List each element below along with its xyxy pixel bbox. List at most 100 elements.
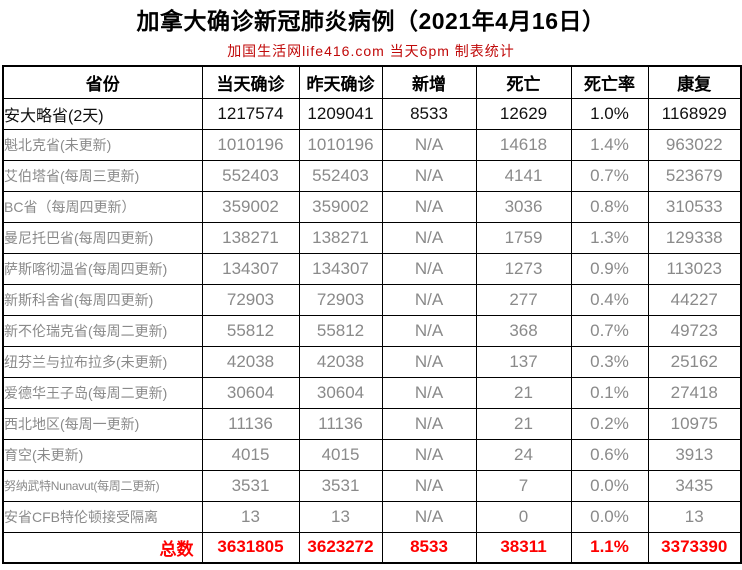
page-subtitle: 加国生活网life416.com 当天6pm 制表统计 [227, 43, 515, 59]
total-label: 总数 [2, 531, 203, 564]
total-death-rate-cell: 1.1% [570, 531, 649, 564]
new-cases-cell: N/A [381, 376, 477, 409]
covid-cases-table: 省份 当天确诊 昨天确诊 新增 死亡 死亡率 康复 安大略省(2天) 121757… [2, 65, 742, 564]
yesterday-confirmed-cell: 134307 [298, 252, 383, 285]
table-row: 纽芬兰与拉布拉多(未更新) 42038 42038 N/A 137 0.3% 25162 [2, 345, 742, 378]
today-confirmed-cell: 30604 [201, 376, 300, 409]
col-header-death-rate: 死亡率 [570, 65, 649, 99]
total-new-cases-cell: 8533 [381, 531, 477, 564]
deaths-cell: 3036 [475, 190, 572, 223]
today-confirmed-cell: 72903 [201, 283, 300, 316]
death-rate-cell: 0.8% [570, 190, 649, 223]
deaths-cell: 277 [475, 283, 572, 316]
yesterday-confirmed-cell: 1209041 [298, 97, 383, 130]
recovered-cell: 963022 [647, 128, 742, 161]
recovered-cell: 44227 [647, 283, 742, 316]
province-cell: 育空(未更新) [2, 438, 203, 471]
col-header-new-cases: 新增 [381, 65, 477, 99]
deaths-cell: 24 [475, 438, 572, 471]
today-confirmed-cell: 552403 [201, 159, 300, 192]
province-cell: 萨斯喀彻温省(每周四更新) [2, 252, 203, 285]
total-row: 总数 3631805 3623272 8533 38311 1.1% 33733… [2, 531, 742, 564]
recovered-cell: 3913 [647, 438, 742, 471]
death-rate-cell: 0.7% [570, 159, 649, 192]
recovered-cell: 113023 [647, 252, 742, 285]
new-cases-cell: N/A [381, 438, 477, 471]
table-row: 萨斯喀彻温省(每周四更新) 134307 134307 N/A 1273 0.9% 1130… [2, 252, 742, 285]
new-cases-cell: 8533 [381, 97, 477, 130]
yesterday-confirmed-cell: 359002 [298, 190, 383, 223]
total-deaths-cell: 38311 [475, 531, 572, 564]
recovered-cell: 523679 [647, 159, 742, 192]
recovered-cell: 25162 [647, 345, 742, 378]
today-confirmed-cell: 359002 [201, 190, 300, 223]
death-rate-cell: 0.6% [570, 438, 649, 471]
yesterday-confirmed-cell: 30604 [298, 376, 383, 409]
recovered-cell: 310533 [647, 190, 742, 223]
death-rate-cell: 0.0% [570, 469, 649, 502]
yesterday-confirmed-cell: 55812 [298, 314, 383, 347]
yesterday-confirmed-cell: 1010196 [298, 128, 383, 161]
yesterday-confirmed-cell: 13 [298, 500, 383, 533]
deaths-cell: 1759 [475, 221, 572, 254]
new-cases-cell: N/A [381, 314, 477, 347]
new-cases-cell: N/A [381, 469, 477, 502]
new-cases-cell: N/A [381, 221, 477, 254]
yesterday-confirmed-cell: 138271 [298, 221, 383, 254]
today-confirmed-cell: 134307 [201, 252, 300, 285]
death-rate-cell: 0.7% [570, 314, 649, 347]
table-body: 安大略省(2天) 1217574 1209041 8533 12629 1.0% 11689… [2, 97, 742, 533]
today-confirmed-cell: 55812 [201, 314, 300, 347]
yesterday-confirmed-cell: 11136 [298, 407, 383, 440]
recovered-cell: 129338 [647, 221, 742, 254]
new-cases-cell: N/A [381, 283, 477, 316]
province-cell: 新斯科舍省(每周四更新) [2, 283, 203, 316]
deaths-cell: 21 [475, 407, 572, 440]
deaths-cell: 137 [475, 345, 572, 378]
recovered-cell: 1168929 [647, 97, 742, 130]
new-cases-cell: N/A [381, 252, 477, 285]
death-rate-cell: 0.0% [570, 500, 649, 533]
recovered-cell: 13 [647, 500, 742, 533]
deaths-cell: 368 [475, 314, 572, 347]
death-rate-cell: 0.9% [570, 252, 649, 285]
yesterday-confirmed-cell: 552403 [298, 159, 383, 192]
province-cell: 纽芬兰与拉布拉多(未更新) [2, 345, 203, 378]
today-confirmed-cell: 13 [201, 500, 300, 533]
table-row: 新不伦瑞克省(每周二更新) 55812 55812 N/A 368 0.7% 49723 [2, 314, 742, 347]
col-header-deaths: 死亡 [475, 65, 572, 99]
death-rate-cell: 0.3% [570, 345, 649, 378]
table-row: 魁北克省(未更新) 1010196 1010196 N/A 14618 1.4% 96302… [2, 128, 742, 161]
province-cell: 艾伯塔省(每周三更新) [2, 159, 203, 192]
table-row: BC省（每周四更新） 359002 359002 N/A 3036 0.8% 310533 [2, 190, 742, 223]
deaths-cell: 4141 [475, 159, 572, 192]
table-row: 爱德华王子岛(每周二更新) 30604 30604 N/A 21 0.1% 27418 [2, 376, 742, 409]
recovered-cell: 10975 [647, 407, 742, 440]
today-confirmed-cell: 3531 [201, 469, 300, 502]
today-confirmed-cell: 42038 [201, 345, 300, 378]
deaths-cell: 21 [475, 376, 572, 409]
col-header-province: 省份 [2, 65, 203, 99]
table-row: 西北地区(每周一更新) 11136 11136 N/A 21 0.2% 10975 [2, 407, 742, 440]
yesterday-confirmed-cell: 42038 [298, 345, 383, 378]
today-confirmed-cell: 1010196 [201, 128, 300, 161]
today-confirmed-cell: 1217574 [201, 97, 300, 130]
death-rate-cell: 1.0% [570, 97, 649, 130]
today-confirmed-cell: 138271 [201, 221, 300, 254]
new-cases-cell: N/A [381, 345, 477, 378]
province-cell: 魁北克省(未更新) [2, 128, 203, 161]
deaths-cell: 1273 [475, 252, 572, 285]
province-cell: 安省CFB特伦顿接受隔离 [2, 500, 203, 533]
death-rate-cell: 0.4% [570, 283, 649, 316]
death-rate-cell: 0.2% [570, 407, 649, 440]
deaths-cell: 7 [475, 469, 572, 502]
death-rate-cell: 0.1% [570, 376, 649, 409]
table-row: 曼尼托巴省(每周四更新) 138271 138271 N/A 1759 1.3% 12933… [2, 221, 742, 254]
col-header-today-confirmed: 当天确诊 [201, 65, 300, 99]
deaths-cell: 0 [475, 500, 572, 533]
death-rate-cell: 1.3% [570, 221, 649, 254]
recovered-cell: 3435 [647, 469, 742, 502]
deaths-cell: 12629 [475, 97, 572, 130]
province-cell: 曼尼托巴省(每周四更新) [2, 221, 203, 254]
new-cases-cell: N/A [381, 190, 477, 223]
